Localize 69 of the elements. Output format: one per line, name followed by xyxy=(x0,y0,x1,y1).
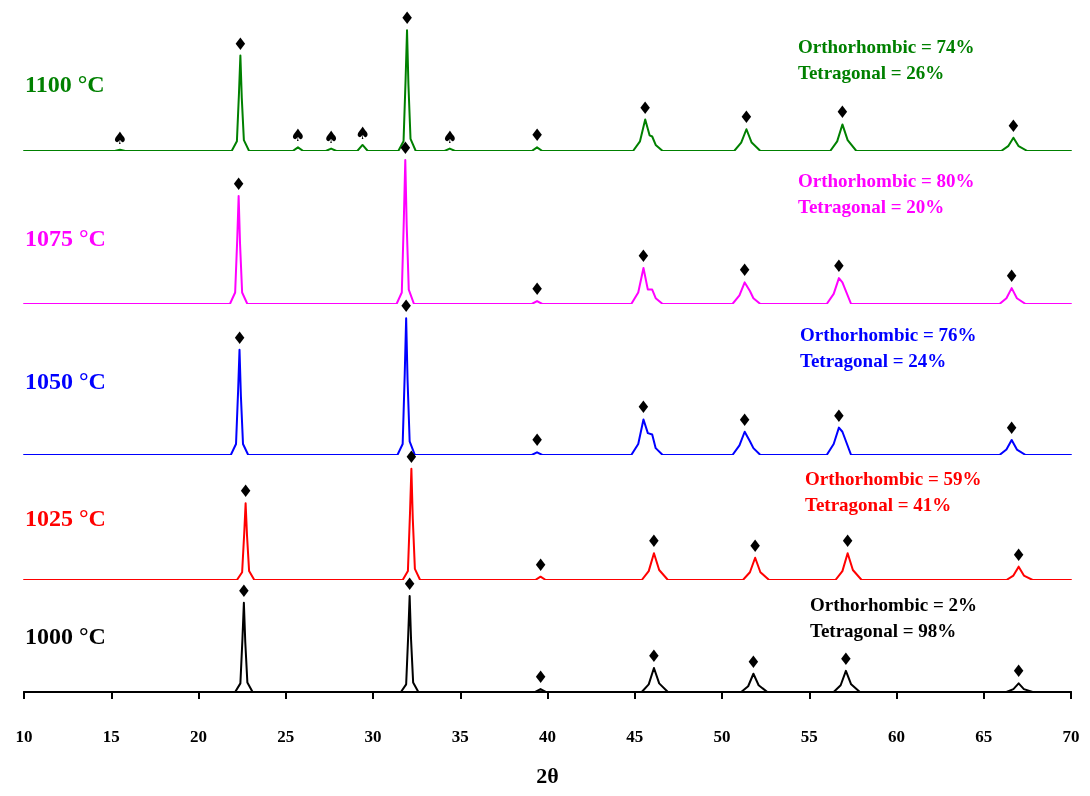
annotation: ♦ xyxy=(831,405,847,426)
annotation: Orthorhombic = 74% xyxy=(798,36,975,57)
text: 1100 °C xyxy=(25,71,105,97)
annotation: ♦ xyxy=(397,138,413,158)
x-tick-label: 10 xyxy=(15,727,33,746)
annotation: ♦ xyxy=(532,554,549,575)
annotation: Orthorhombic = 59% xyxy=(805,468,982,489)
annotation: ♦ xyxy=(747,536,763,557)
x-tick-label: 20 xyxy=(190,727,207,746)
annotation: ♦ xyxy=(635,246,652,266)
text: 1025 °C xyxy=(25,505,106,531)
annotation: ♦ xyxy=(745,651,762,672)
annotation: Orthorhombic = 80% xyxy=(798,170,975,191)
x-axis-title: 2θ xyxy=(536,762,559,788)
annotation: ♦ xyxy=(231,327,248,348)
x-tick-label: 60 xyxy=(888,727,905,746)
annotation: Tetragonal = 41% xyxy=(805,494,952,515)
annotation: ♦ xyxy=(646,646,662,666)
annotation: ♦ xyxy=(738,107,755,128)
annotation: ♦ xyxy=(529,430,545,451)
annotation: Tetragonal = 20% xyxy=(798,196,945,217)
annotation: ♦ xyxy=(635,397,652,418)
annotation: ♦ xyxy=(1005,115,1022,136)
annotation: ♦ xyxy=(403,447,420,468)
x-tick-label: 30 xyxy=(364,727,382,746)
annotation: ♦ xyxy=(529,279,545,300)
annotation: Tetragonal = 26% xyxy=(798,62,945,83)
annotation: ♦ xyxy=(737,409,753,430)
annotation: ♠ xyxy=(442,126,458,147)
annotation: ♦ xyxy=(236,580,252,601)
annotation: ♦ xyxy=(402,574,418,594)
x-tick-label: 65 xyxy=(975,727,993,746)
x-tick-label: 40 xyxy=(539,727,556,746)
annotation: ♠ xyxy=(290,125,306,146)
x-tick-label: 15 xyxy=(102,727,120,746)
annotation: ♠ xyxy=(112,127,128,148)
annotation: ♦ xyxy=(231,174,247,194)
annotation: ♦ xyxy=(737,260,753,281)
x-tick-label: 35 xyxy=(451,727,469,746)
annotation: ♦ xyxy=(838,648,854,669)
series-label: 1000 °C xyxy=(25,623,106,649)
annotation: ♦ xyxy=(831,256,847,277)
annotation: ♦ xyxy=(1011,661,1027,682)
annotation: Orthorhombic = 2% xyxy=(810,594,978,615)
text: 1075 °C xyxy=(25,225,106,251)
annotation: ♦ xyxy=(232,33,249,54)
x-tick-label: 70 xyxy=(1062,727,1080,746)
text: 1050 °C xyxy=(25,368,106,394)
annotation: ♠ xyxy=(354,122,371,143)
annotation: Tetragonal = 98% xyxy=(810,620,957,641)
annotation: ♦ xyxy=(1004,266,1020,287)
annotation: ♦ xyxy=(834,102,851,123)
x-tick-label: 55 xyxy=(800,727,818,746)
annotation: ♦ xyxy=(646,531,662,552)
annotation: ♦ xyxy=(529,125,545,146)
annotation: Orthorhombic = 76% xyxy=(800,324,977,345)
annotation: ♦ xyxy=(398,295,414,316)
annotation: Tetragonal = 24% xyxy=(800,350,947,371)
text: ♦ xyxy=(399,7,415,28)
annotation: ♦ xyxy=(637,97,653,118)
annotation: ♦ xyxy=(1011,544,1027,565)
annotation: ♦ xyxy=(840,531,856,552)
x-tick-label: 45 xyxy=(626,727,644,746)
x-tick-label: 50 xyxy=(713,727,731,746)
annotation: ♠ xyxy=(323,126,339,147)
x-tick-label: 25 xyxy=(277,727,295,746)
annotation: ♦ xyxy=(532,667,549,688)
annotation: ♦ xyxy=(1004,417,1020,438)
annotation: ♦ xyxy=(237,481,254,502)
